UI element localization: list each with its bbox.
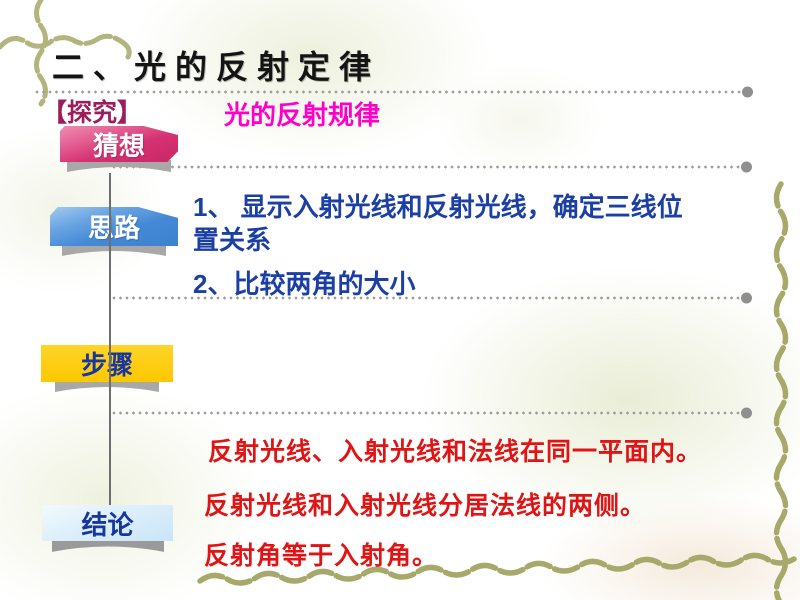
dotted-separator-1	[35, 86, 753, 98]
steps-banner-label: 步骤	[80, 350, 133, 380]
separator-end-dot	[741, 407, 752, 419]
explore-topic: 光的反射规律	[224, 100, 381, 130]
separator-end-dot	[741, 161, 752, 173]
conclusion-text-line-3: 反射角等于入射角。	[204, 542, 439, 570]
idea-text-line-2: 置关系	[193, 225, 272, 255]
banner-shadow-tail	[51, 539, 164, 552]
slide-title: 二、光的反射定律	[52, 49, 381, 85]
guess-banner: 猜想	[60, 126, 178, 162]
banner-shadow-tail	[62, 244, 166, 256]
banner-shadow-tail	[67, 160, 171, 172]
idea-banner: 思路	[50, 207, 178, 246]
conclusion-banner-label: 结论	[81, 509, 134, 540]
flow-node-guess: 猜想	[60, 126, 178, 172]
idea-text-line-1: 1、 显示入射光线和反射光线，确定三线位	[193, 192, 683, 222]
flow-node-conclusion: 结论	[42, 505, 173, 552]
guess-banner-label: 猜想	[92, 130, 145, 161]
conclusion-text-line-1: 反射光线、入射光线和法线在同一平面内。	[208, 438, 703, 466]
dotted-separator-4	[112, 407, 752, 419]
flow-node-idea: 思路	[50, 207, 178, 256]
conclusion-text-line-2: 反射光线和入射光线分居法线的两侧。	[204, 492, 647, 520]
idea-banner-label: 思路	[87, 213, 140, 243]
dotted-separator-2	[112, 161, 752, 173]
vine-top-left-vertical	[34, 0, 48, 107]
steps-banner: 步骤	[41, 345, 173, 382]
flow-connector-line	[109, 173, 111, 505]
explore-label: 【探究】	[42, 99, 143, 127]
idea-text-line-3: 2、比较两角的大小	[193, 269, 416, 299]
conclusion-banner: 结论	[42, 505, 173, 541]
separator-end-dot	[742, 86, 753, 98]
flow-node-steps: 步骤	[41, 345, 173, 392]
dotted-separator-3	[112, 292, 752, 304]
banner-shadow-tail	[55, 380, 159, 392]
vine-right-vertical	[773, 181, 789, 600]
separator-end-dot	[741, 292, 752, 304]
